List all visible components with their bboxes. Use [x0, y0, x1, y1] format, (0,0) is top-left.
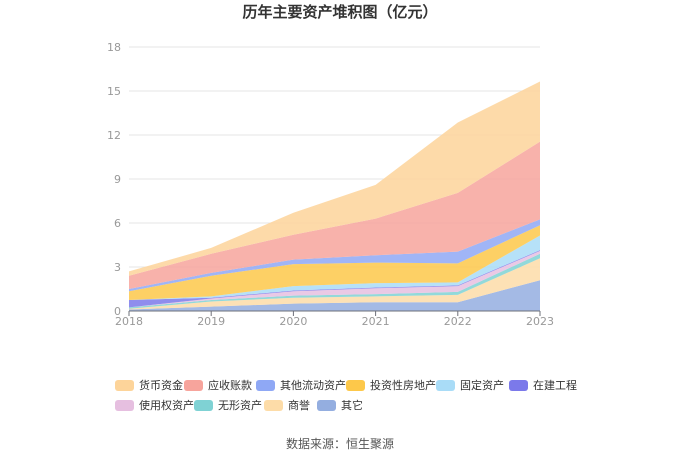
area-应收账款[interactable] — [129, 141, 540, 289]
legend-label: 其它 — [341, 398, 363, 412]
legend-swatch — [346, 380, 365, 391]
legend-item[interactable]: 商誉 — [264, 398, 310, 412]
legend-item[interactable]: 投资性房地产 — [346, 378, 436, 392]
legend-swatch — [509, 380, 528, 391]
legend-label: 应收账款 — [208, 378, 252, 392]
legend-label: 货币资金 — [139, 378, 183, 392]
area-固定资产[interactable] — [129, 235, 540, 300]
legend-label: 在建工程 — [533, 378, 577, 392]
legend-item[interactable]: 无形资产 — [194, 398, 262, 412]
legend-label: 投资性房地产 — [370, 378, 436, 392]
area-其它[interactable] — [129, 280, 540, 311]
x-tick-label: 2023 — [526, 315, 554, 328]
x-tick-label: 2019 — [197, 315, 225, 328]
area-series — [129, 81, 540, 311]
legend-item[interactable]: 货币资金 — [115, 378, 183, 392]
area-无形资产[interactable] — [129, 253, 540, 309]
legend-item[interactable]: 其它 — [317, 398, 363, 412]
x-tick-label: 2018 — [115, 315, 143, 328]
legend-item[interactable]: 使用权资产 — [115, 398, 194, 412]
y-tick-label: 6 — [114, 217, 121, 230]
legend-item[interactable]: 应收账款 — [184, 378, 252, 392]
chart-title: 历年主要资产堆积图（亿元） — [242, 3, 437, 21]
legend-label: 其他流动资产 — [280, 378, 346, 392]
legend-item[interactable]: 在建工程 — [509, 378, 577, 392]
legend-label: 使用权资产 — [139, 398, 194, 412]
legend-swatch — [194, 400, 213, 411]
y-tick-label: 9 — [114, 173, 121, 186]
y-tick-label: 0 — [114, 305, 121, 318]
area-投资性房地产[interactable] — [129, 225, 540, 300]
x-tick-label: 2022 — [444, 315, 472, 328]
legend-label: 商誉 — [288, 398, 310, 412]
legend-swatch — [436, 380, 455, 391]
legend-swatch — [256, 380, 275, 391]
x-tick-label: 2021 — [362, 315, 390, 328]
area-商誉[interactable] — [129, 258, 540, 310]
y-tick-label: 18 — [107, 41, 121, 54]
axes: 0 3 6 9 12 15 18 2018 2019 2020 2021 2022 2023 — [107, 41, 554, 328]
legend-item[interactable]: 其他流动资产 — [256, 378, 346, 392]
legend-swatch — [115, 400, 134, 411]
legend-swatch — [115, 380, 134, 391]
y-tick-label: 12 — [107, 129, 121, 142]
area-货币资金[interactable] — [129, 81, 540, 276]
legend-swatch — [264, 400, 283, 411]
x-tick-label: 2020 — [279, 315, 307, 328]
legend-label: 无形资产 — [218, 398, 262, 412]
area-在建工程[interactable] — [129, 250, 540, 308]
legend-label: 固定资产 — [460, 378, 504, 392]
legend-item[interactable]: 固定资产 — [436, 378, 504, 392]
y-tick-label: 3 — [114, 261, 121, 274]
legend-swatch — [184, 380, 203, 391]
y-tick-label: 15 — [107, 85, 121, 98]
area-其他流动资产[interactable] — [129, 219, 540, 292]
data-source-note: 数据来源：恒生聚源 — [286, 436, 394, 451]
legend-swatch — [317, 400, 336, 411]
